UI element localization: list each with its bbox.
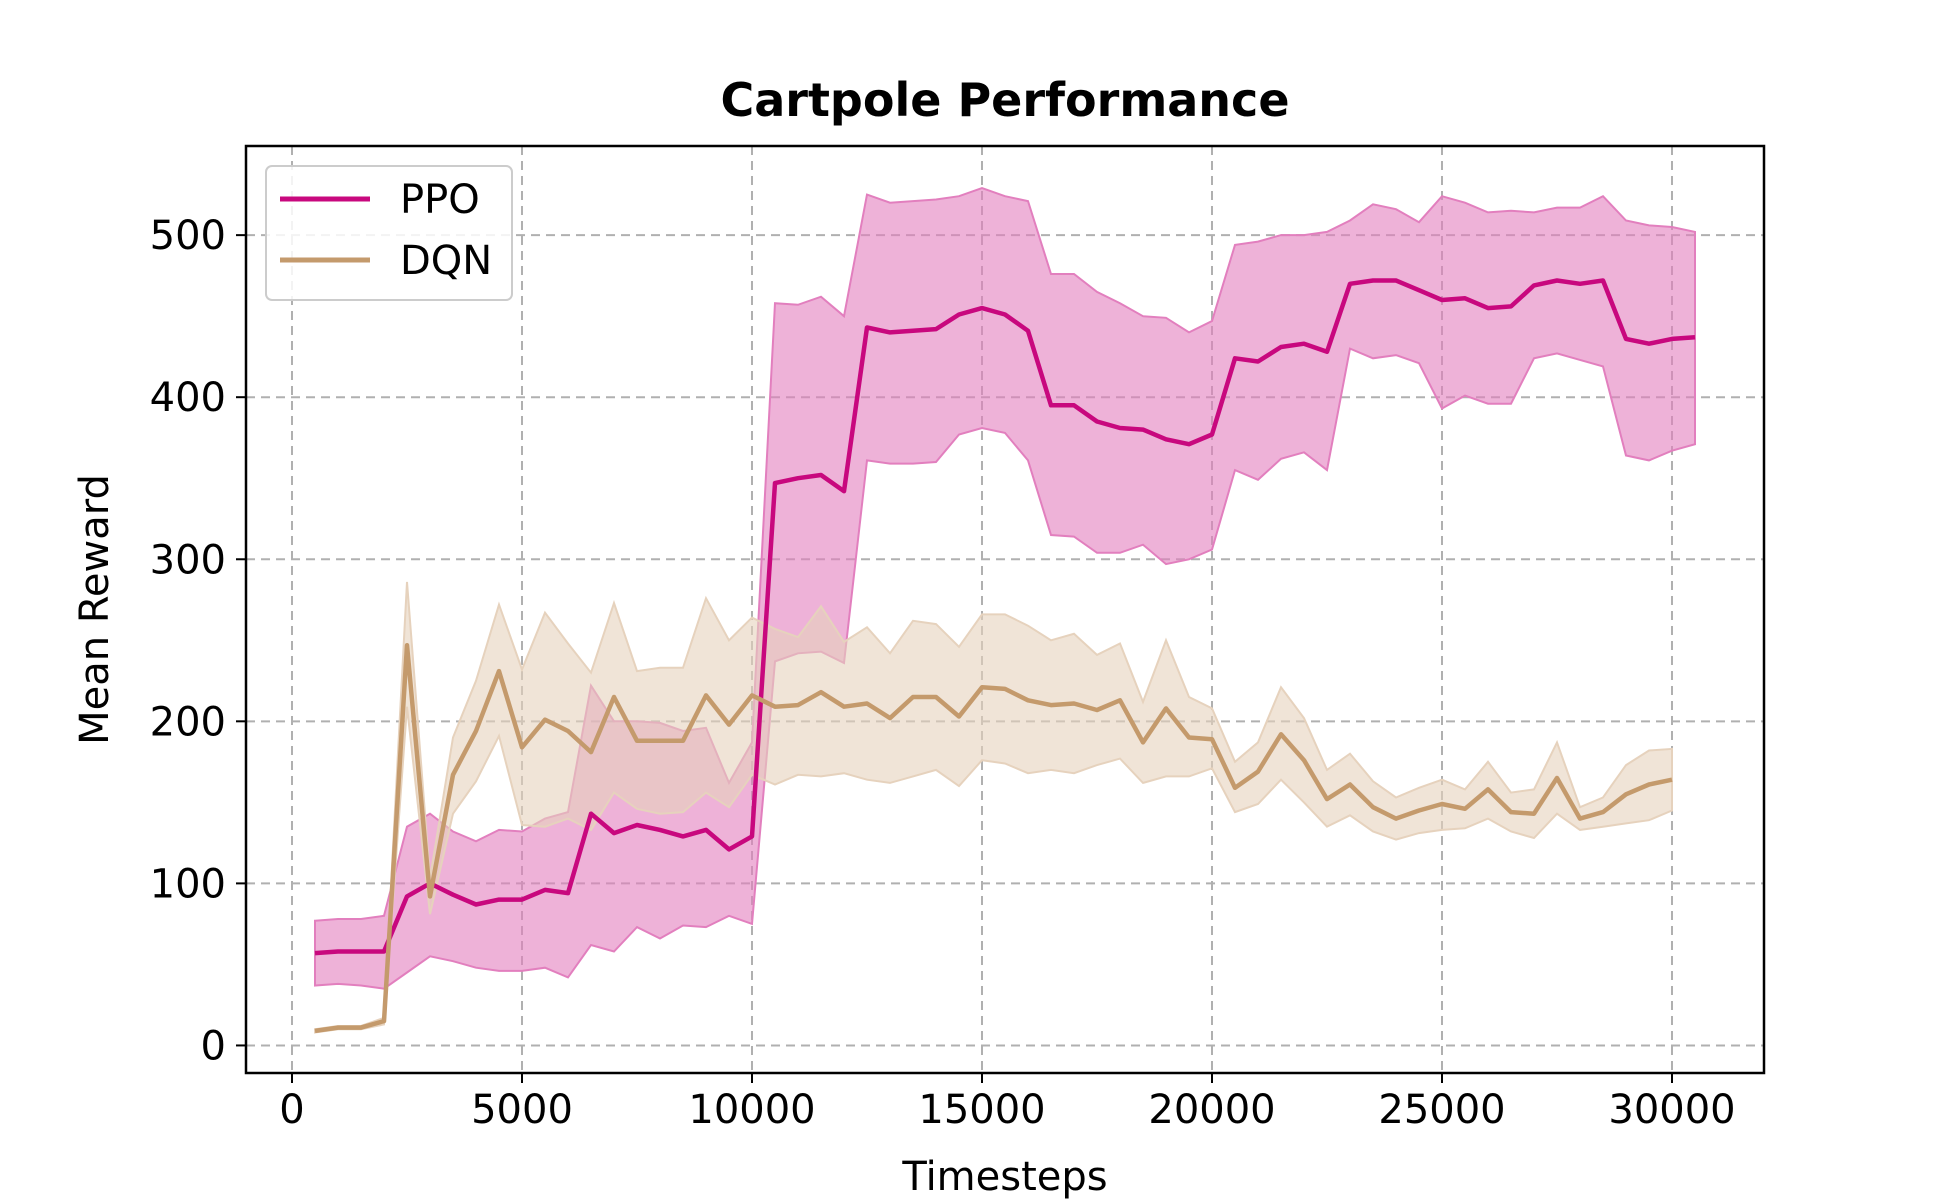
x-tick-label: 5000	[471, 1087, 573, 1133]
series-line-ppo	[314, 278, 1696, 956]
y-tick-label: 500	[150, 213, 226, 259]
series-line-dqn	[314, 642, 1673, 1034]
x-tick-label: 30000	[1608, 1087, 1735, 1133]
y-axis-label: Mean Reward	[72, 474, 118, 745]
band-dqn	[314, 581, 1673, 1034]
y-tick-label: 0	[201, 1023, 226, 1069]
y-tick-label: 300	[150, 537, 226, 583]
y-tick-label: 100	[150, 861, 226, 907]
legend: PPO DQN	[265, 165, 513, 301]
chart-title: Cartpole Performance	[720, 73, 1289, 127]
x-tick-label: 25000	[1378, 1087, 1505, 1133]
legend-label-ppo: PPO	[400, 177, 480, 223]
axis-ticks: 0 5000 10000 15000 20000 25000 30000 0 100 200 300…	[150, 213, 1736, 1133]
x-tick-label: 0	[279, 1087, 304, 1133]
plot-frame	[244, 144, 1766, 1075]
legend-label-dqn: DQN	[400, 238, 492, 284]
x-axis-label: Timesteps	[901, 1154, 1107, 1200]
series-lines	[314, 278, 1696, 1034]
x-tick-label: 10000	[688, 1087, 815, 1133]
x-tick-label: 15000	[918, 1087, 1045, 1133]
confidence-bands	[314, 187, 1696, 1034]
x-tick-label: 20000	[1148, 1087, 1275, 1133]
y-tick-label: 400	[150, 375, 226, 421]
y-tick-label: 200	[150, 699, 226, 745]
